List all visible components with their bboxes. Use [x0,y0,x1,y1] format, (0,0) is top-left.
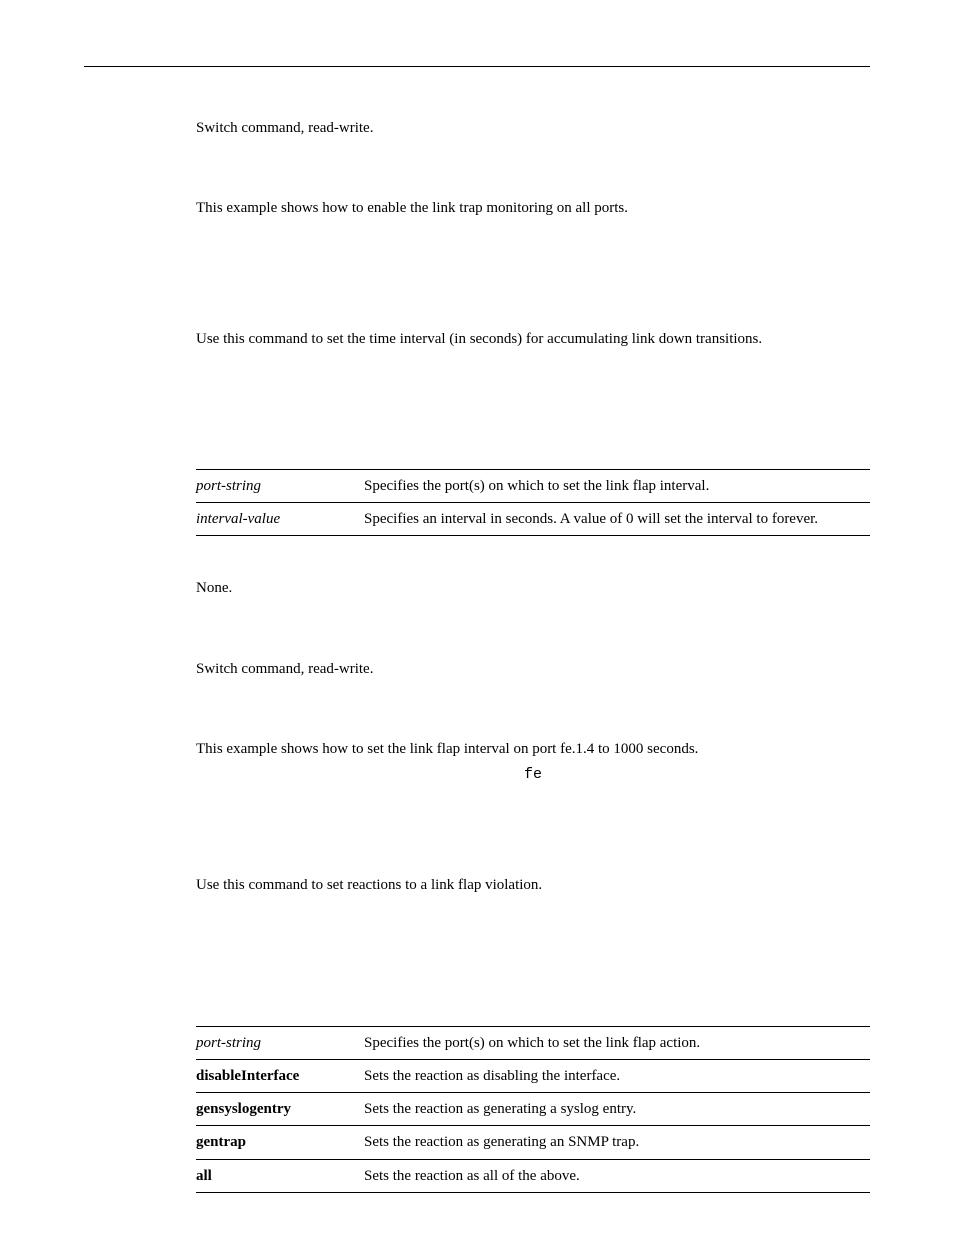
table-row: all Sets the reaction as all of the above… [196,1159,870,1192]
param-name-cell: port-string [196,1026,364,1059]
command-description: Use this command to set the time interva… [196,329,870,349]
param-name: gensyslogentry [196,1101,291,1117]
command-description: Use this command to set reactions to a l… [196,875,870,895]
table-row: port-string Specifies the port(s) on whic… [196,1026,870,1059]
param-name-cell: port-string [196,469,364,502]
param-name: port-string [196,478,261,494]
table-row: interval-value Specifies an interval in s… [196,503,870,536]
table-row: gensyslogentry Sets the reaction as gener… [196,1093,870,1126]
param-name: all [196,1168,212,1184]
param-desc-cell: Sets the reaction as disabling the inter… [364,1059,870,1092]
param-name: disableInterface [196,1068,299,1084]
param-name-cell: all [196,1159,364,1192]
mode-text: Switch command, read-write. [196,659,870,679]
param-name-cell: gensyslogentry [196,1093,364,1126]
page-content: Switch command, read-write. This example… [196,118,870,1193]
param-desc-cell: Specifies the port(s) on which to set th… [364,469,870,502]
header-rule [84,66,870,67]
param-name: interval-value [196,511,280,527]
param-desc-cell: Specifies an interval in seconds. A valu… [364,503,870,536]
table-row: disableInterface Sets the reaction as dis… [196,1059,870,1092]
example-intro: This example shows how to set the link f… [196,739,870,759]
param-name: gentrap [196,1134,246,1150]
page: Switch command, read-write. This example… [0,0,954,1235]
param-desc-cell: Sets the reaction as all of the above. [364,1159,870,1192]
param-name-cell: disableInterface [196,1059,364,1092]
param-name-cell: interval-value [196,503,364,536]
param-desc-cell: Specifies the port(s) on which to set th… [364,1026,870,1059]
param-desc-cell: Sets the reaction as generating an SNMP … [364,1126,870,1159]
table-row: gentrap Sets the reaction as generating a… [196,1126,870,1159]
example-code: fe [196,765,870,785]
example-intro: This example shows how to enable the lin… [196,198,870,218]
param-name-cell: gentrap [196,1126,364,1159]
param-name: port-string [196,1035,261,1051]
parameters-table-action: port-string Specifies the port(s) on whic… [196,1026,870,1193]
parameters-table-interval: port-string Specifies the port(s) on whic… [196,469,870,537]
mode-text: Switch command, read-write. [196,118,870,138]
table-row: port-string Specifies the port(s) on whic… [196,469,870,502]
param-desc-cell: Sets the reaction as generating a syslog… [364,1093,870,1126]
defaults-text: None. [196,578,870,598]
